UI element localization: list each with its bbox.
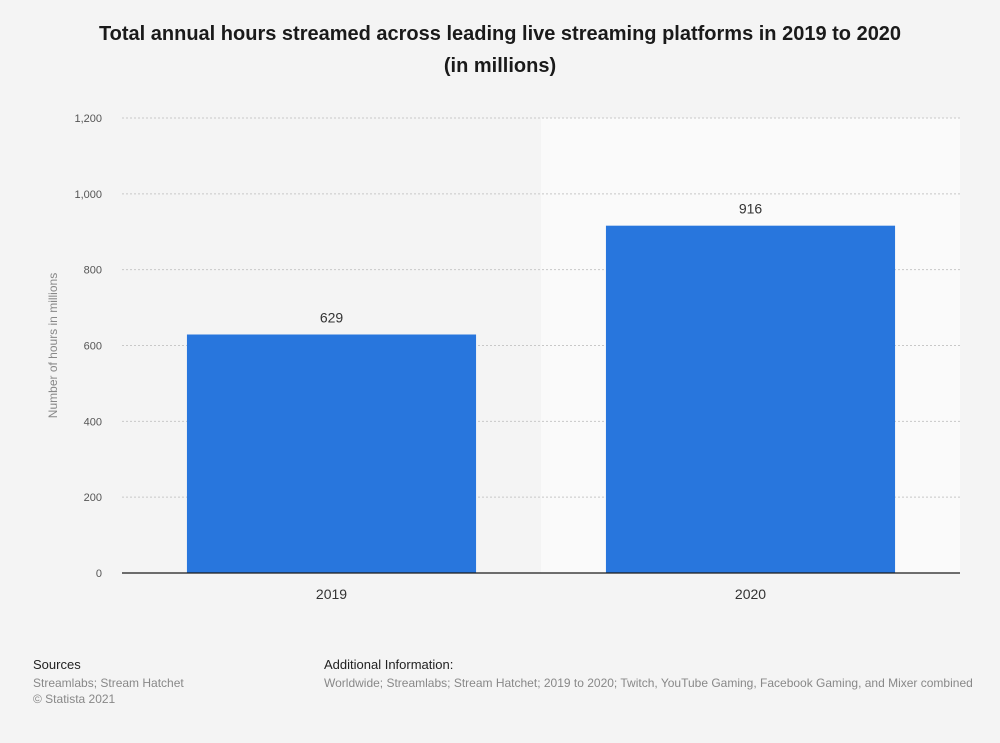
y-tick-label: 0: [96, 568, 102, 580]
x-tick-label-2020: 2020: [735, 586, 766, 602]
sources-title: Sources: [33, 657, 81, 672]
additional-info-section: Additional Information: Worldwide; Strea…: [324, 657, 973, 691]
data-label-2019: 629: [320, 310, 344, 326]
bar-2019[interactable]: [186, 334, 477, 573]
y-tick-label: 1,200: [74, 113, 102, 125]
chart-title: Total annual hours streamed across leadi…: [40, 18, 960, 82]
bar-2020[interactable]: [605, 225, 896, 573]
copyright-text: © Statista 2021: [33, 692, 116, 706]
data-labels: 629 916: [320, 201, 763, 326]
y-axis-ticks: 0 200 400 600 800 1,000 1,200: [74, 113, 102, 580]
y-tick-label: 800: [84, 265, 102, 277]
chart-title-line-1: Total annual hours streamed across leadi…: [98, 23, 902, 45]
x-tick-label-2019: 2019: [316, 586, 347, 602]
y-tick-label: 400: [84, 416, 102, 428]
x-axis-ticks: 2019 2020: [316, 586, 766, 602]
chart-title-line-2: (in millions): [443, 55, 557, 77]
bars: [186, 225, 896, 573]
sources-section: Sources Streamlabs; Stream Hatchet © Sta…: [33, 657, 184, 707]
y-tick-label: 1,000: [74, 189, 102, 201]
additional-info-title: Additional Information:: [324, 657, 454, 672]
additional-info-text: Worldwide; Streamlabs; Stream Hatchet; 2…: [324, 676, 973, 690]
y-tick-label: 200: [84, 492, 102, 504]
y-axis-label: Number of hours in millions: [46, 273, 60, 418]
data-label-2020: 916: [739, 201, 763, 217]
y-tick-label: 600: [84, 341, 102, 353]
sources-text: Streamlabs; Stream Hatchet: [33, 676, 184, 690]
